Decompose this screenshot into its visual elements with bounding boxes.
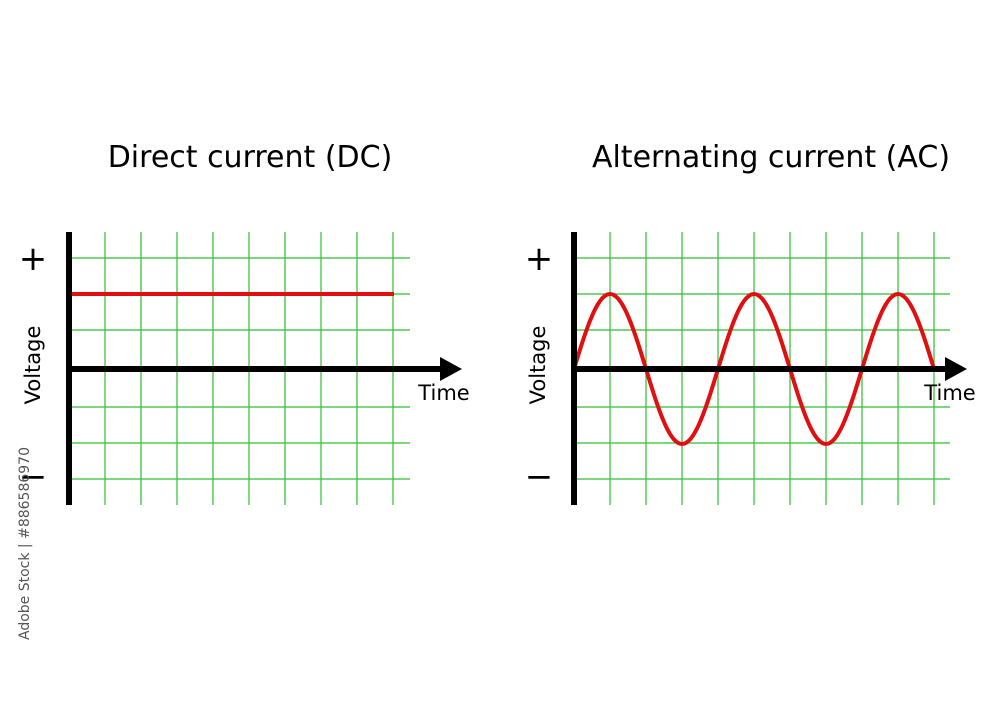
title: Direct current (DC) [108,140,393,175]
plus-label: + [19,239,48,279]
dc-panel: Direct current (DC) + − Voltage Time [19,140,470,505]
y-label: Voltage [21,326,45,405]
x-label: Time [417,381,469,405]
watermark: Adobe Stock | #886586970 [17,447,33,640]
x-arrow [440,357,462,381]
plus-label: + [525,239,554,279]
minus-label: − [525,457,554,497]
y-label: Voltage [526,326,550,405]
ac-panel: Alternating current (AC) + − Voltage Tim… [525,140,976,505]
x-label: Time [923,381,975,405]
x-arrow [945,357,967,381]
minus-label: − [19,457,48,497]
title: Alternating current (AC) [592,140,950,175]
ac-signal [572,291,936,447]
